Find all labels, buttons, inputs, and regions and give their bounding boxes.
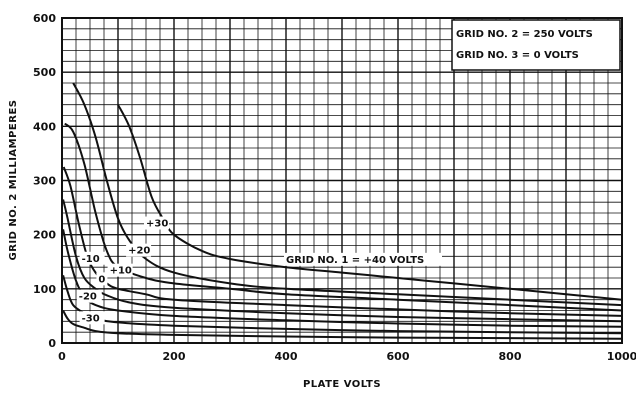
series-label-backdrop	[126, 243, 152, 257]
legend-box: GRID NO. 2 = 250 VOLTS GRID NO. 3 = 0 VO…	[451, 19, 621, 71]
series-curve	[62, 310, 623, 340]
series-label: +10	[110, 266, 132, 277]
series-curve	[62, 166, 623, 317]
x-tick-label: 400	[275, 350, 298, 363]
series-label: +20	[128, 246, 150, 257]
x-tick-label: 800	[499, 350, 522, 363]
y-tick-label: 400	[33, 120, 56, 133]
y-axis-label: GRID NO. 2 MILLIAMPERES	[8, 99, 19, 260]
series-curve	[62, 275, 623, 335]
legend-line-grid3: GRID NO. 3 = 0 VOLTS	[456, 50, 579, 61]
series-label-backdrop	[96, 272, 108, 286]
y-tick-label: 100	[33, 283, 56, 296]
x-tick-label: 200	[163, 350, 186, 363]
series-curve	[62, 199, 623, 323]
series-label: 0	[98, 274, 105, 285]
y-tick-label: 0	[48, 337, 56, 350]
series-label-backdrop	[284, 252, 442, 266]
series-label: GRID NO. 1 = +40 VOLTS	[286, 255, 424, 266]
y-tick-label: 600	[33, 12, 56, 25]
x-tick-label: 600	[387, 350, 410, 363]
chart-grid	[61, 17, 623, 344]
axis-ticks: 0 200 400 600 800 1000 0 100 200 300 400 500 600	[33, 12, 636, 363]
series-label-backdrop	[79, 311, 105, 325]
series-label: -30	[82, 313, 100, 324]
plot-frame	[61, 17, 623, 344]
x-tick-label: 1000	[607, 350, 636, 363]
series-label: -20	[79, 292, 97, 303]
series-labels: GRID NO. 1 = +40 VOLTS +30 +20 +10 0 -10 -20 -3…	[76, 216, 442, 325]
series-curve	[64, 122, 623, 312]
series-curve	[117, 104, 623, 301]
series-label-backdrop	[144, 216, 169, 230]
x-axis-label: PLATE VOLTS	[303, 379, 381, 390]
x-tick-label: 0	[58, 350, 66, 363]
series-label: +30	[146, 219, 168, 230]
y-tick-label: 200	[33, 229, 56, 242]
legend-line-grid2: GRID NO. 2 = 250 VOLTS	[456, 29, 593, 40]
series-label-backdrop	[107, 263, 133, 277]
series-label-backdrop	[79, 251, 105, 265]
series-curve	[62, 229, 623, 328]
series-label-backdrop	[76, 289, 102, 303]
y-tick-label: 300	[33, 175, 56, 188]
series-curves	[62, 82, 623, 340]
y-tick-label: 500	[33, 66, 56, 79]
series-label: -10	[82, 254, 100, 265]
series-curve	[72, 82, 623, 307]
